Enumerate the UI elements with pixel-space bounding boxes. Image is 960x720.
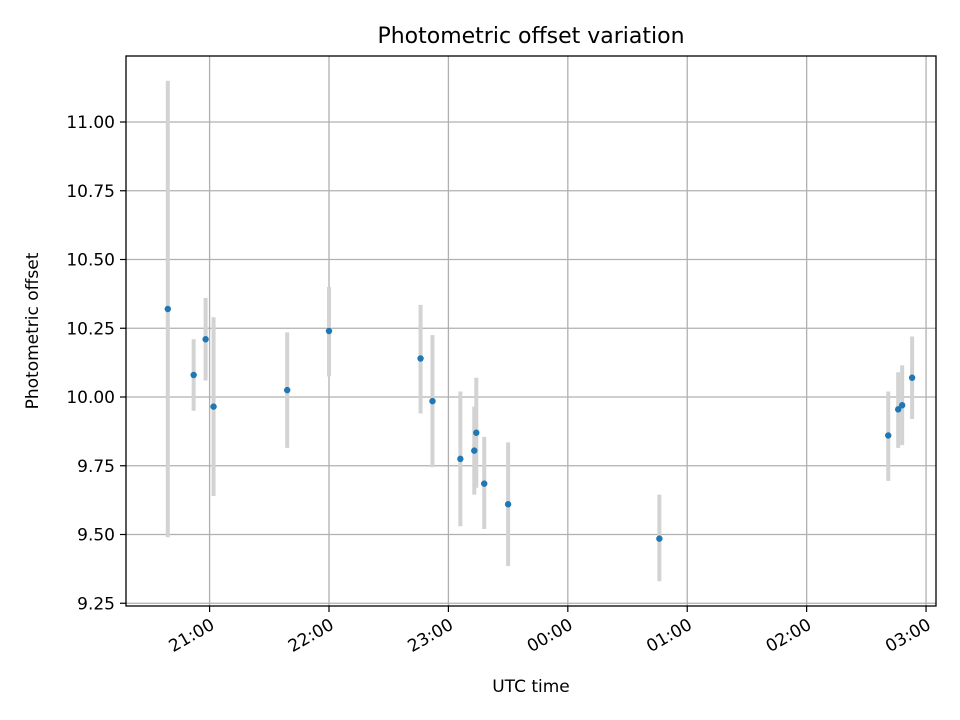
data-point xyxy=(894,406,902,413)
data-point xyxy=(908,374,916,381)
data-point xyxy=(471,447,478,454)
y-tick-label: 10.75 xyxy=(66,182,115,202)
y-tick-label: 9.50 xyxy=(77,526,115,546)
grid-layer xyxy=(126,56,936,606)
data-point xyxy=(429,397,436,405)
data-point xyxy=(202,336,209,343)
y-tick-label: 11.00 xyxy=(66,113,115,133)
plot-area-frame xyxy=(125,55,937,607)
y-tick-label: 10.50 xyxy=(66,251,115,271)
y-tick-label: 10.25 xyxy=(66,319,115,339)
data-point xyxy=(885,432,892,439)
y-tick-label: 10.00 xyxy=(66,388,115,408)
data-point xyxy=(284,386,291,394)
point-layer xyxy=(164,305,916,542)
data-point xyxy=(190,371,197,379)
data-point xyxy=(210,403,217,410)
data-point xyxy=(164,305,171,313)
data-point xyxy=(898,402,906,409)
data-point xyxy=(504,501,512,508)
y-axis-label: Photometric offset xyxy=(23,252,43,409)
data-point xyxy=(417,355,424,362)
data-point xyxy=(481,480,488,487)
data-point xyxy=(457,455,464,463)
data-point xyxy=(473,429,480,436)
chart-title: Photometric offset variation xyxy=(377,24,684,49)
data-point xyxy=(656,535,663,542)
y-tick-label: 9.75 xyxy=(77,457,115,477)
y-axis-ticks: 9.25 9.50 9.75 10.00 10.25 10.50 10.75 11.00 xyxy=(66,113,126,614)
y-tick-label: 9.25 xyxy=(77,594,115,614)
x-axis-label: UTC time xyxy=(492,677,570,697)
data-point xyxy=(325,327,333,335)
